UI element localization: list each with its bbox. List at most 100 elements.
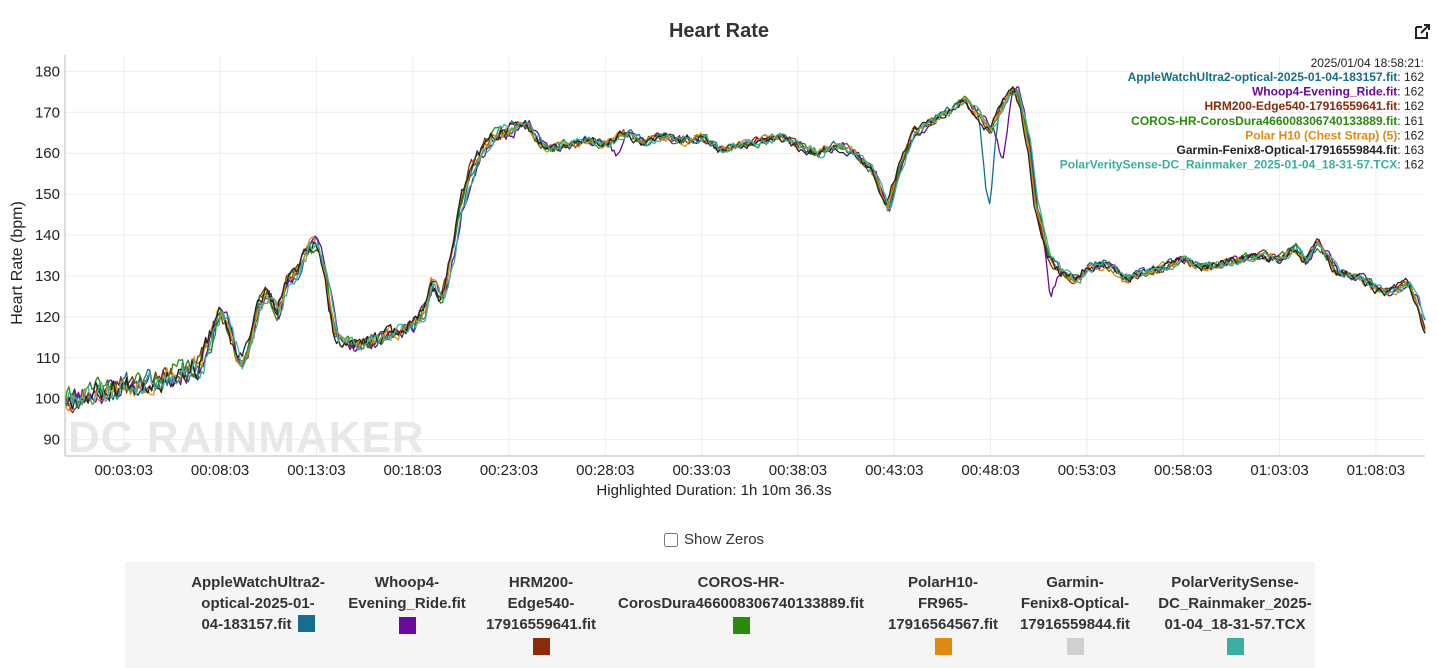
x-tick-label: 00:48:03 <box>961 462 1019 479</box>
x-tick-label: 00:58:03 <box>1154 462 1212 479</box>
tooltip-entry-value: : 162 <box>1397 158 1424 172</box>
series-lines <box>64 86 1426 414</box>
series-line <box>64 87 1426 414</box>
x-tick-label: 00:53:03 <box>1058 462 1116 479</box>
tooltip-entry-value: : 162 <box>1397 85 1424 99</box>
series-line <box>64 86 1426 405</box>
y-tick-label: 140 <box>35 227 60 244</box>
x-axis-label: Highlighted Duration: 1h 10m 36.3s <box>596 482 831 499</box>
x-tick-label: 00:33:03 <box>672 462 730 479</box>
heart-rate-chart[interactable]: DC RAINMAKER 90 100 110 120 130 140 150 160 170 1… <box>0 0 1438 520</box>
y-tick-label: 110 <box>36 350 60 367</box>
x-tick-label: 00:43:03 <box>865 462 923 479</box>
legend: AppleWatchUltra2- optical-2025-01- 04-1831… <box>125 562 1315 668</box>
legend-item[interactable]: PolarH10- FR965- 17916564567.fit <box>783 572 1103 655</box>
legend-swatch <box>1066 638 1084 655</box>
x-axis-ticks: 00:03:03 00:08:03 00:13:03 00:18:03 00:23:03… <box>95 462 1406 479</box>
legend-label: 17916559641.fit <box>485 616 597 633</box>
x-tick-label: 01:08:03 <box>1347 462 1405 479</box>
legend-label: FR965- <box>917 595 969 612</box>
tooltip-entry-label: Polar H10 (Chest Strap) (5) <box>1245 128 1397 142</box>
tooltip-entry: Garmin-Fenix8-Optical-17916559844.fit: 1… <box>1177 143 1425 157</box>
legend-label: Fenix8-Optical- <box>1020 595 1130 612</box>
series-line <box>64 87 1426 412</box>
x-tick-label: 00:08:03 <box>191 462 249 479</box>
legend-label: AppleWatchUltra2- <box>191 574 325 591</box>
tooltip-entry-label: Whoop4-Evening_Ride.fit <box>1252 85 1397 99</box>
legend-label: DC_Rainmaker_2025- <box>1158 595 1312 612</box>
legend-label: optical-2025-01- <box>201 595 315 612</box>
chart-title: Heart Rate <box>668 20 770 42</box>
legend-swatch <box>297 615 315 632</box>
y-tick-label: 170 <box>35 104 60 121</box>
legend-item[interactable]: COROS-HR- CorosDura466008306740133889.fit <box>581 572 901 634</box>
series-line <box>64 89 1426 408</box>
legend-label: Whoop4- <box>374 574 440 591</box>
y-tick-label: 150 <box>35 186 60 203</box>
y-tick-label: 180 <box>35 63 60 80</box>
x-tick-label: 00:23:03 <box>480 462 538 479</box>
show-zeros-label: Show Zeros <box>684 531 765 548</box>
y-tick-label: 120 <box>35 309 60 326</box>
show-zeros-toggle[interactable]: Show Zeros <box>664 531 764 548</box>
legend-label: 17916564567.fit <box>887 616 999 633</box>
legend-label: 04-183157.fit <box>201 616 292 633</box>
legend-label: PolarVeritySense- <box>1171 574 1299 591</box>
legend-label: Garmin- <box>1046 574 1104 591</box>
legend-label: Evening_Ride.fit <box>348 595 466 612</box>
legend-item[interactable]: Whoop4- Evening_Ride.fit <box>247 572 567 634</box>
x-tick-label: 00:28:03 <box>576 462 634 479</box>
tooltip-entry-value: : 161 <box>1397 114 1424 128</box>
y-axis-ticks: 90 100 110 120 130 140 150 160 170 180 <box>35 63 60 448</box>
legend-item[interactable]: AppleWatchUltra2- optical-2025-01- 04-1831… <box>98 572 418 635</box>
tooltip-entry: HRM200-Edge540-17916559641.fit: 162 <box>1205 99 1425 113</box>
series-line <box>64 86 1426 410</box>
series-line <box>64 89 1426 411</box>
tooltip-timestamp: 2025/01/04 18:58:21: <box>1311 56 1424 70</box>
y-tick-label: 160 <box>35 145 60 162</box>
legend-swatch <box>1226 638 1244 655</box>
tooltip-entry: AppleWatchUltra2-optical-2025-01-04-1831… <box>1128 70 1425 84</box>
legend-label: HRM200- <box>508 574 574 591</box>
tooltip-entry: PolarVeritySense-DC_Rainmaker_2025-01-04… <box>1060 158 1425 172</box>
series-line <box>64 88 1426 409</box>
tooltip-entry-value: : 163 <box>1397 143 1424 157</box>
tooltip-entry: COROS-HR-CorosDura466008306740133889.fit… <box>1131 114 1424 128</box>
tooltip-entry-value: : 162 <box>1397 70 1424 84</box>
legend-swatch <box>934 638 952 655</box>
tooltip-entry-label: PolarVeritySense-DC_Rainmaker_2025-01-04… <box>1060 158 1398 172</box>
x-tick-label: 01:03:03 <box>1250 462 1308 479</box>
tooltip-entry: Polar H10 (Chest Strap) (5): 162 <box>1245 128 1424 142</box>
legend-label: Edge540- <box>507 595 575 612</box>
tooltip-entry-label: COROS-HR-CorosDura466008306740133889.fit <box>1131 114 1397 128</box>
grid <box>65 55 1425 456</box>
watermark: DC RAINMAKER <box>68 413 425 462</box>
x-tick-label: 00:13:03 <box>287 462 345 479</box>
tooltip-entry: Whoop4-Evening_Ride.fit: 162 <box>1252 85 1424 99</box>
legend-label: 01-04_18-31-57.TCX <box>1164 616 1306 633</box>
legend-swatch <box>732 617 750 634</box>
legend-label: PolarH10- <box>907 574 979 591</box>
tooltip-entry-label: Garmin-Fenix8-Optical-17916559844.fit <box>1177 143 1398 157</box>
legend-item[interactable]: PolarVeritySense- DC_Rainmaker_2025- 01-04… <box>1075 572 1395 655</box>
legend-swatch <box>398 617 416 634</box>
tooltip-entry-label: AppleWatchUltra2-optical-2025-01-04-1831… <box>1128 70 1398 84</box>
y-tick-label: 130 <box>35 268 60 285</box>
legend-label: COROS-HR- <box>697 574 785 591</box>
external-edit-icon[interactable] <box>1412 22 1432 42</box>
y-axis-label: Heart Rate (bpm) <box>9 201 26 325</box>
legend-label: CorosDura466008306740133889.fit <box>618 595 864 612</box>
y-tick-label: 100 <box>35 391 60 408</box>
x-tick-label: 00:18:03 <box>384 462 442 479</box>
tooltip-entry-value: : 162 <box>1397 99 1424 113</box>
legend-swatch <box>532 638 550 655</box>
legend-item[interactable]: HRM200- Edge540- 17916559641.fit <box>381 572 701 655</box>
show-zeros-checkbox[interactable] <box>664 532 678 547</box>
tooltip-entry-value: : 162 <box>1397 128 1424 142</box>
legend-item[interactable]: Garmin- Fenix8-Optical- 17916559844.fit <box>915 572 1235 655</box>
y-tick-label: 90 <box>43 432 60 449</box>
tooltip-entry-label: HRM200-Edge540-17916559641.fit <box>1205 99 1398 113</box>
x-tick-label: 00:38:03 <box>769 462 827 479</box>
legend-label: 17916559844.fit <box>1019 616 1131 633</box>
x-tick-label: 00:03:03 <box>95 462 153 479</box>
